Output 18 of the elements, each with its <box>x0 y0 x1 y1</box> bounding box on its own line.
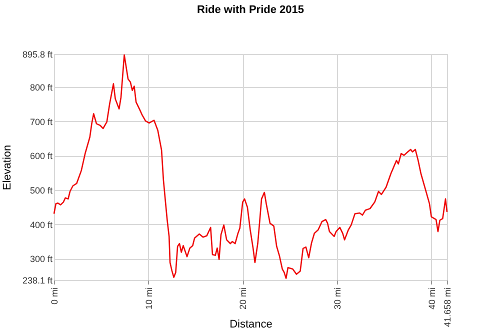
y-tick-label: 500 ft <box>30 186 53 196</box>
y-tick-label: 895.8 ft <box>22 50 53 60</box>
x-tick-label: 40 mi <box>426 288 437 310</box>
x-tick-label: 41.658 mi <box>442 288 452 328</box>
x-axis-title: Distance <box>230 318 272 330</box>
y-tick-label: 400 ft <box>30 220 53 230</box>
y-tick-label: 700 ft <box>30 116 53 127</box>
x-tick-label: 0 mi <box>50 288 60 305</box>
y-tick-label: 238.1 ft <box>22 276 53 286</box>
y-tick-label: 300 ft <box>30 254 53 264</box>
y-tick-label: 800 ft <box>30 82 53 92</box>
line-series <box>53 54 448 279</box>
chart-title: Ride with Pride 2015 <box>197 4 304 16</box>
x-tick-label: 20 mi <box>238 288 248 310</box>
x-tick-label: 10 mi <box>144 288 154 310</box>
x-tick-label: 30 mi <box>332 288 343 310</box>
y-tick-label: 600 ft <box>30 151 53 162</box>
y-axis-title: Elevation <box>1 144 14 190</box>
